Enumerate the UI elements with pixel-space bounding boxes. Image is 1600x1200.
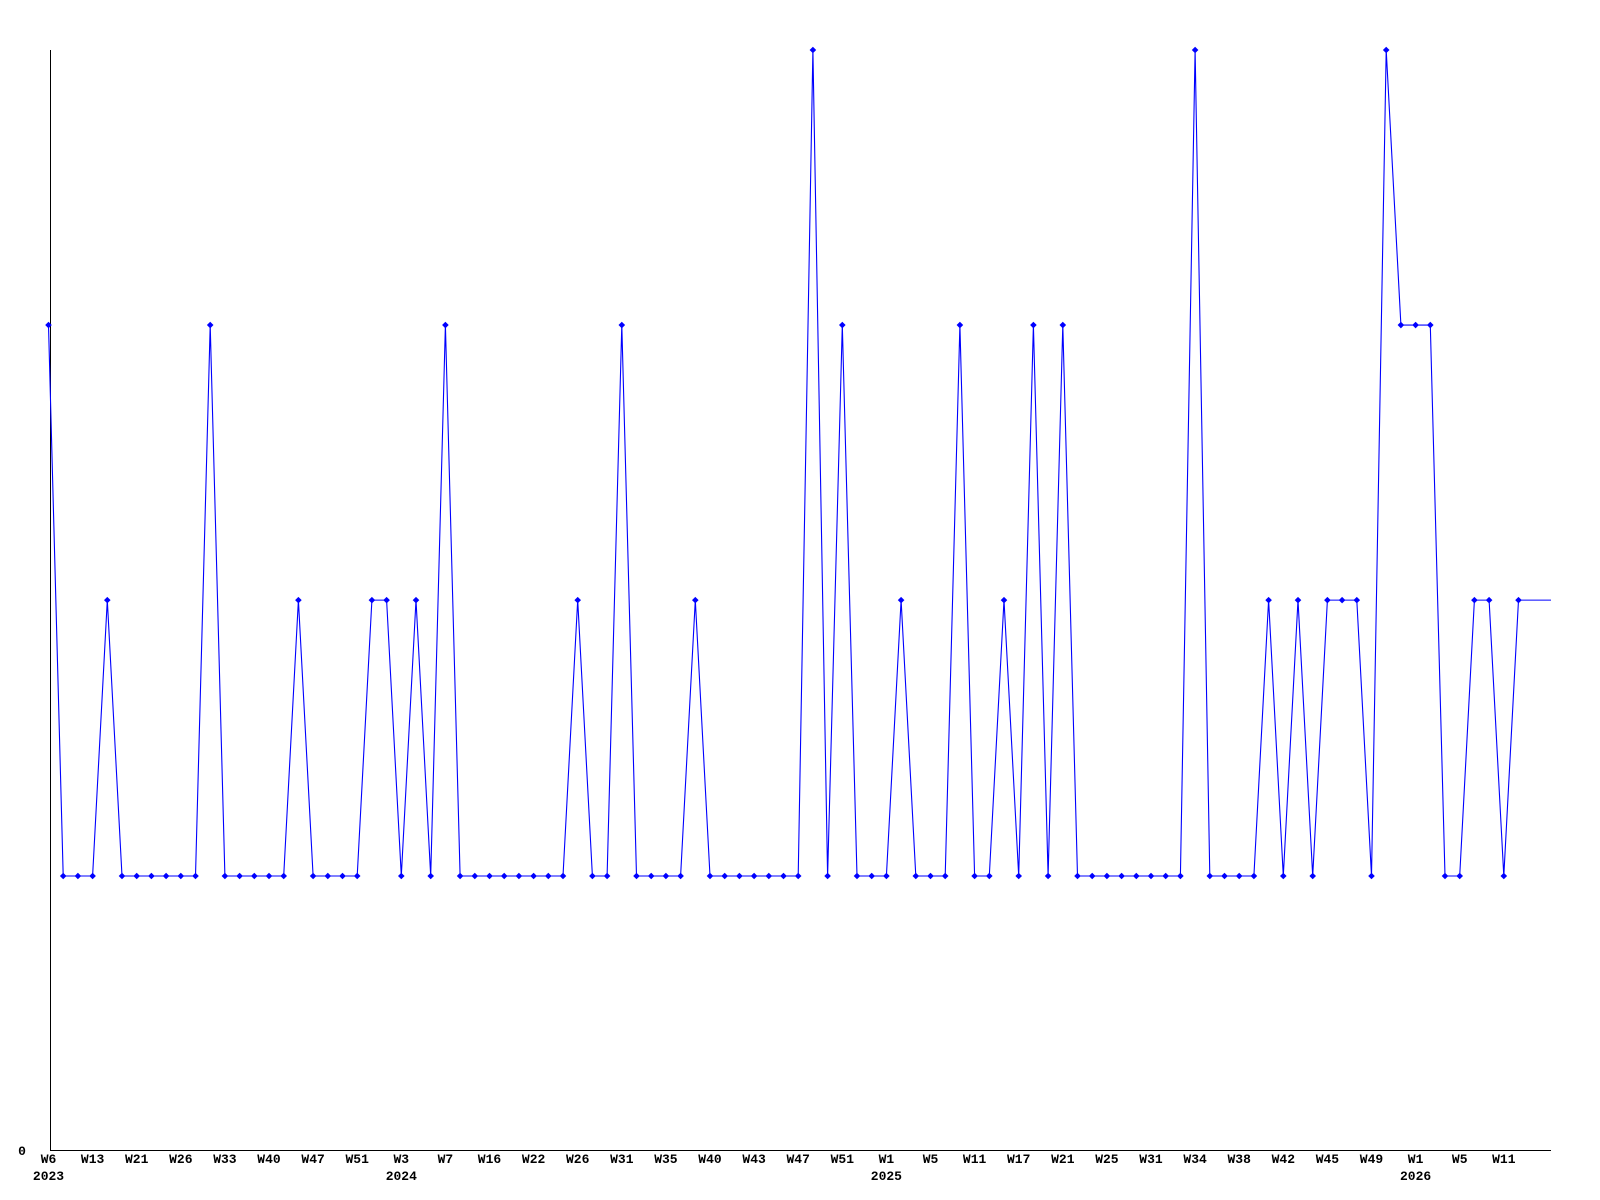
svg-text:W38: W38 <box>1227 1152 1251 1167</box>
svg-text:W42: W42 <box>1272 1152 1296 1167</box>
svg-text:W11: W11 <box>1492 1152 1516 1167</box>
svg-text:W11: W11 <box>963 1152 987 1167</box>
svg-text:W40: W40 <box>257 1152 281 1167</box>
svg-text:W26: W26 <box>566 1152 590 1167</box>
svg-text:W45: W45 <box>1316 1152 1340 1167</box>
svg-text:W17: W17 <box>1007 1152 1030 1167</box>
svg-text:W3: W3 <box>393 1152 409 1167</box>
svg-text:W26: W26 <box>169 1152 193 1167</box>
svg-text:W51: W51 <box>345 1152 369 1167</box>
svg-text:W33: W33 <box>213 1152 237 1167</box>
svg-text:W7: W7 <box>438 1152 454 1167</box>
svg-text:2023: 2023 <box>33 1169 64 1184</box>
svg-text:W51: W51 <box>831 1152 855 1167</box>
svg-text:W16: W16 <box>478 1152 502 1167</box>
svg-text:W5: W5 <box>1452 1152 1468 1167</box>
svg-text:W31: W31 <box>610 1152 634 1167</box>
svg-text:W1: W1 <box>1408 1152 1424 1167</box>
svg-text:2026: 2026 <box>1400 1169 1431 1184</box>
svg-text:W34: W34 <box>1183 1152 1207 1167</box>
svg-text:W25: W25 <box>1095 1152 1119 1167</box>
svg-text:W49: W49 <box>1360 1152 1384 1167</box>
svg-text:W21: W21 <box>125 1152 149 1167</box>
svg-text:W43: W43 <box>742 1152 766 1167</box>
svg-text:W47: W47 <box>786 1152 809 1167</box>
svg-text:2025: 2025 <box>871 1169 902 1184</box>
svg-text:0: 0 <box>18 1144 26 1159</box>
svg-text:W1: W1 <box>879 1152 895 1167</box>
svg-text:W13: W13 <box>81 1152 105 1167</box>
svg-text:W21: W21 <box>1051 1152 1075 1167</box>
svg-text:W6: W6 <box>41 1152 57 1167</box>
svg-text:W47: W47 <box>301 1152 324 1167</box>
svg-text:W22: W22 <box>522 1152 546 1167</box>
svg-text:W40: W40 <box>698 1152 722 1167</box>
svg-text:W31: W31 <box>1139 1152 1163 1167</box>
svg-text:2024: 2024 <box>386 1169 417 1184</box>
svg-text:W5: W5 <box>923 1152 939 1167</box>
svg-text:W35: W35 <box>654 1152 678 1167</box>
